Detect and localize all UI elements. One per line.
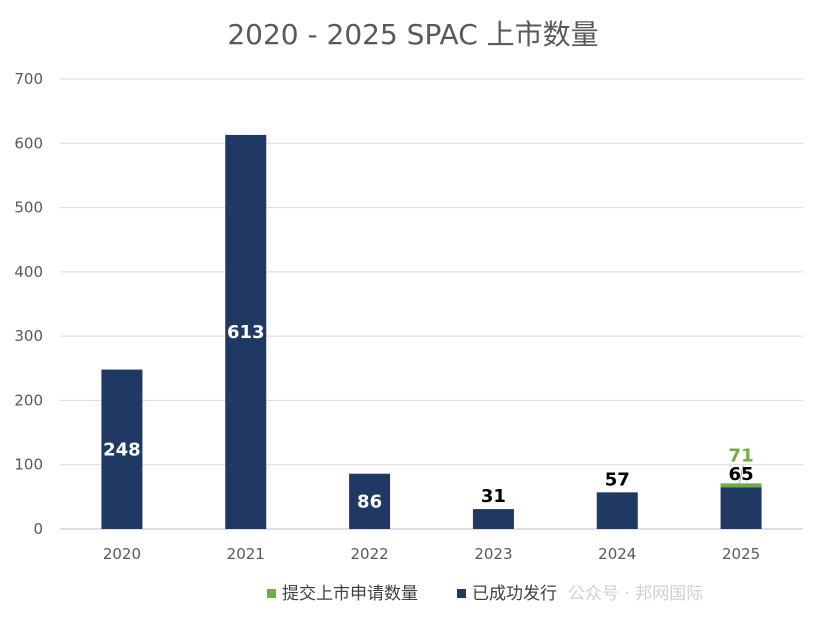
x-tick-label: 2021 bbox=[227, 545, 265, 563]
data-label: 57 bbox=[605, 469, 630, 490]
data-label-applications: 71 bbox=[729, 445, 754, 466]
bar-issued-2023 bbox=[472, 509, 514, 529]
legend-label-applications: 提交上市申请数量 bbox=[282, 584, 418, 604]
bar-issued-2022 bbox=[349, 473, 391, 529]
bar-issued-2021 bbox=[225, 134, 267, 529]
y-axis: 0 100 200 300 400 500 600 700 bbox=[14, 70, 43, 538]
watermark: 公众号 · 邦网国际 bbox=[568, 584, 703, 604]
x-tick-label: 2024 bbox=[598, 545, 636, 563]
bar-issued-2024 bbox=[596, 492, 638, 529]
y-tick-label: 300 bbox=[14, 327, 43, 345]
legend-swatch-issued bbox=[457, 589, 466, 598]
bar-issued-2025 bbox=[720, 487, 762, 529]
legend: 提交上市申请数量 已成功发行 bbox=[267, 584, 557, 604]
x-axis: 2020 2021 2022 2023 2024 2025 bbox=[103, 545, 760, 563]
data-label: 613 bbox=[227, 322, 265, 343]
bars bbox=[101, 134, 762, 529]
data-label: 86 bbox=[357, 491, 382, 512]
y-tick-label: 700 bbox=[14, 70, 43, 88]
x-tick-label: 2020 bbox=[103, 545, 141, 563]
leader-line bbox=[738, 465, 744, 485]
x-tick-label: 2023 bbox=[474, 545, 512, 563]
legend-label-issued: 已成功发行 bbox=[472, 584, 557, 604]
bar-applications-2025 bbox=[720, 483, 762, 488]
legend-swatch-applications bbox=[267, 589, 276, 598]
y-tick-label: 0 bbox=[33, 520, 43, 538]
y-tick-label: 200 bbox=[14, 391, 43, 409]
data-label: 31 bbox=[481, 486, 506, 507]
y-tick-label: 500 bbox=[14, 199, 43, 217]
chart-title: 2020 - 2025 SPAC 上市数量 bbox=[227, 18, 598, 51]
y-tick-label: 400 bbox=[14, 263, 43, 281]
x-tick-label: 2025 bbox=[722, 545, 760, 563]
y-tick-label: 600 bbox=[14, 134, 43, 152]
x-tick-label: 2022 bbox=[350, 545, 388, 563]
y-tick-label: 100 bbox=[14, 456, 43, 474]
data-label: 248 bbox=[103, 439, 141, 460]
bar-issued-2020 bbox=[101, 369, 143, 529]
data-labels: 2486138631576571 bbox=[103, 322, 753, 512]
grid bbox=[60, 78, 803, 530]
